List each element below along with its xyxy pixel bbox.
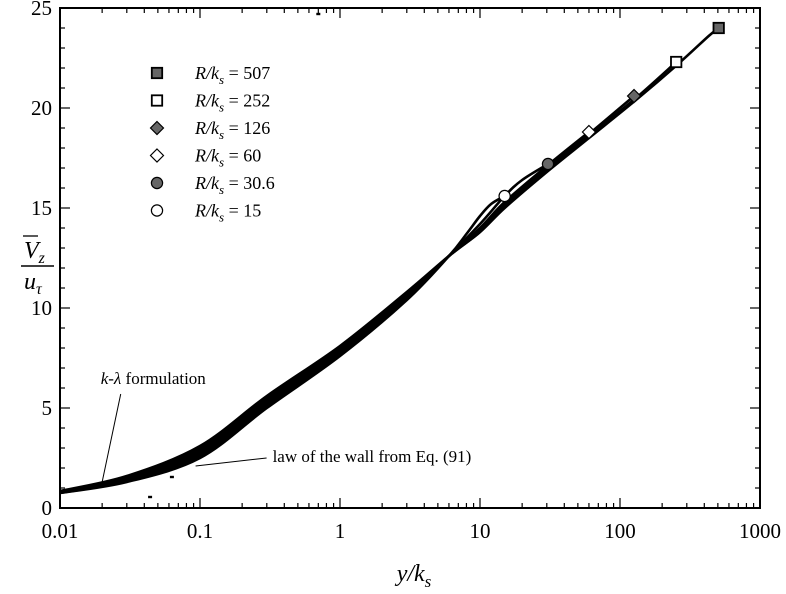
y-tick-label: 5 [42, 396, 53, 420]
x-tick-label: 10 [470, 519, 491, 543]
y-tick-label: 25 [31, 0, 52, 20]
series-end-marker [498, 189, 511, 203]
y-label-numerator-sub: z [38, 250, 46, 267]
legend-marker [149, 120, 165, 136]
legend-label: R/ks = 15 [194, 201, 261, 225]
legend-label: R/ks = 507 [194, 63, 270, 87]
annotation-leader [195, 457, 267, 467]
x-tick-labels: 0.01 0.1 1 10 100 1000 [42, 519, 781, 543]
series-end-marker [712, 21, 725, 35]
legend-label: R/ks = 30.6 [194, 173, 275, 197]
legend-marker [149, 148, 165, 163]
law-of-wall-dot [169, 475, 174, 479]
svg-text:Vz: Vz [24, 238, 46, 267]
legend-marker [150, 204, 164, 217]
series-line [59, 95, 635, 494]
series-line [59, 162, 549, 495]
series-end-marker [541, 157, 555, 171]
svg-text:uτ: uτ [24, 269, 43, 298]
law-of-wall-dot [188, 457, 193, 461]
legend: R/ks = 507 R/ks = 252 R/ks = 126 R/ks = 60 R… [149, 63, 275, 225]
y-label-denominator: u [24, 269, 36, 295]
series-end-marker [581, 124, 597, 140]
x-tick-label: 1000 [739, 519, 781, 543]
y-axis-label: Vz uτ [21, 235, 54, 298]
plot-frame [59, 7, 761, 509]
law-of-wall-dots [148, 12, 321, 499]
x-tick-label: 0.1 [187, 519, 213, 543]
law-of-wall-dot [213, 437, 218, 441]
legend-marker [150, 66, 164, 80]
legend-label: R/ks = 60 [194, 146, 261, 170]
law-of-wall-dot [148, 495, 153, 499]
legend-marker [150, 176, 164, 190]
legend-marker [150, 94, 164, 107]
axis-ticks [59, 7, 760, 509]
annotation-leader [101, 393, 122, 483]
y-tick-label: 0 [42, 496, 53, 520]
y-tick-labels: 0 5 10 15 20 25 [31, 0, 52, 520]
x-tick-label: 1 [335, 519, 346, 543]
series-end-marker [670, 55, 683, 69]
y-tick-label: 10 [31, 296, 52, 320]
series-line [59, 130, 590, 495]
y-tick-label: 20 [31, 96, 52, 120]
y-label-denominator-sub: τ [36, 281, 43, 298]
legend-label: R/ks = 126 [194, 118, 270, 142]
x-tick-label: 0.01 [42, 519, 79, 543]
series-end-markers [498, 21, 725, 203]
annotation-text: k-λ formulation [101, 369, 207, 388]
legend-label: R/ks = 252 [194, 91, 270, 115]
annotations: k-λ formulation law of the wall from Eq. … [101, 369, 472, 483]
x-tick-label: 100 [604, 519, 636, 543]
annotation-text: law of the wall from Eq. (91) [273, 447, 472, 466]
series-end-marker [626, 88, 642, 104]
y-label-numerator: V [24, 238, 41, 264]
x-axis-label: y/ks [395, 561, 432, 591]
law-of-wall-dot [316, 12, 321, 16]
y-tick-label: 15 [31, 196, 52, 220]
series-curves [59, 26, 720, 495]
